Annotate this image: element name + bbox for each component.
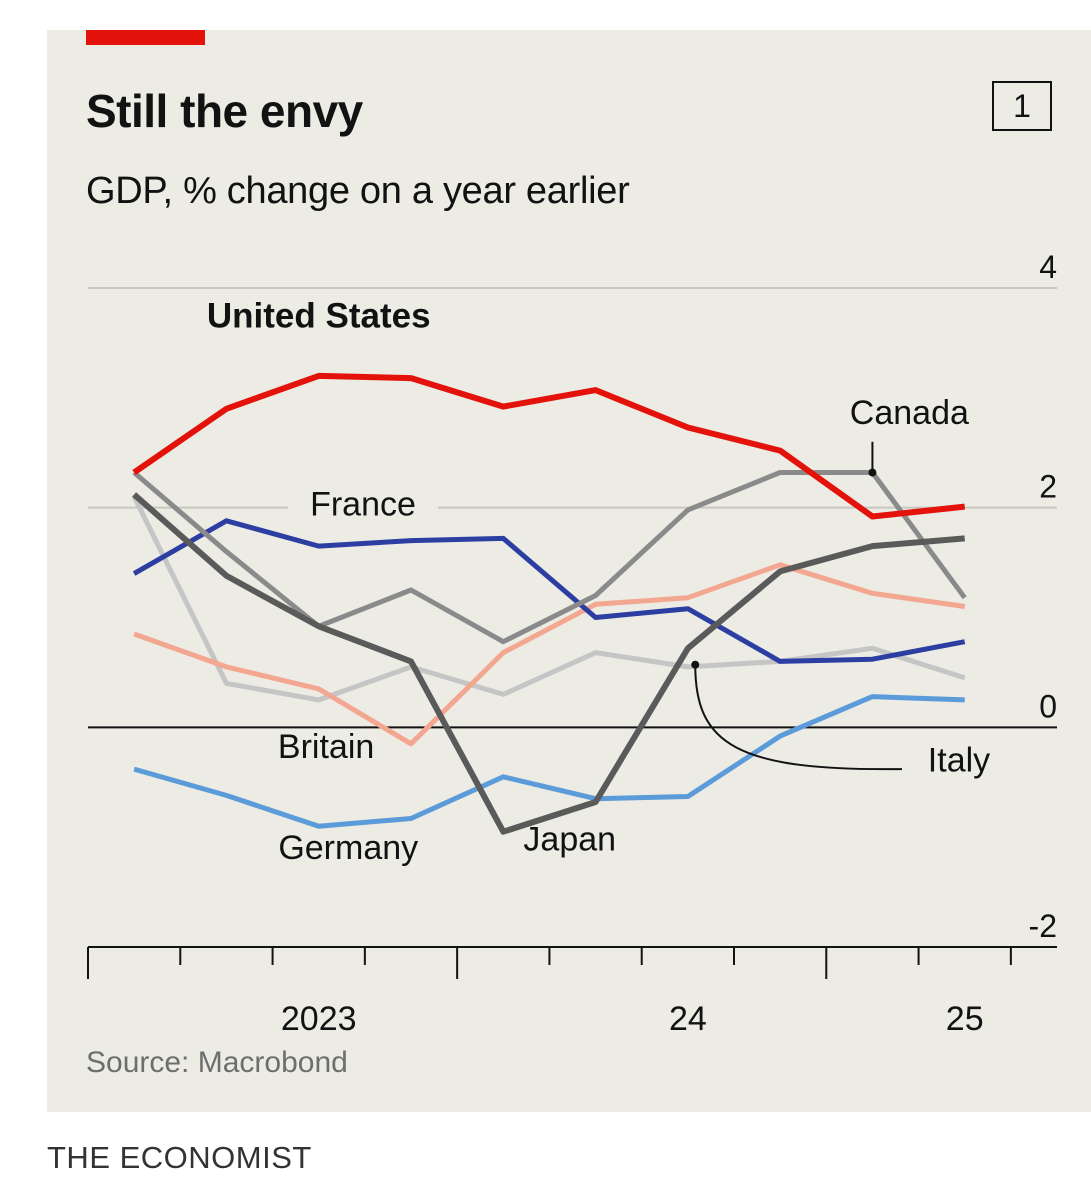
series-label-canada: Canada [850,394,969,432]
chart-panel: Still the envy 1 GDP, % change on a year… [47,30,1091,1112]
brand-red-tab [86,30,205,45]
x-tick-label: 25 [946,1000,984,1038]
chart-title: Still the envy [86,85,363,137]
france-label-bg [288,483,439,526]
chart-subtitle: GDP, % change on a year earlier [86,170,630,212]
series-label-germany: Germany [278,829,418,867]
series-line-britain [133,562,966,747]
series-label-france: France [310,485,416,523]
italy-leader-dot [691,660,700,669]
line-chart: 4 2 0 -2 2023 24 25 United States Canada France Br… [87,249,1057,1038]
series-label-italy: Italy [928,741,990,779]
series-line-germany [133,694,965,829]
y-tick-label: 2 [1039,469,1057,505]
series-line-italy [131,495,966,703]
y-tick-label: -2 [1029,908,1057,944]
series-label-britain: Britain [278,728,374,766]
y-tick-label: 0 [1039,688,1057,724]
publisher-brand: THE ECONOMIST [47,1140,312,1175]
series-label-japan: Japan [523,820,616,858]
italy-leader-line [694,664,902,771]
series-line-japan [132,492,965,835]
series-line-france [132,518,966,664]
x-tick-label: 24 [669,1000,707,1038]
x-tick-label: 2023 [281,1000,357,1038]
series-label-united-states: United States [207,297,431,336]
series-line-united-states [132,372,966,520]
chart-number-badge: 1 [992,81,1052,131]
series-line-canada [132,470,967,645]
chart-source: Source: Macrobond [86,1046,348,1079]
canada-leader-dot [868,468,877,477]
y-tick-label: 4 [1039,249,1057,285]
